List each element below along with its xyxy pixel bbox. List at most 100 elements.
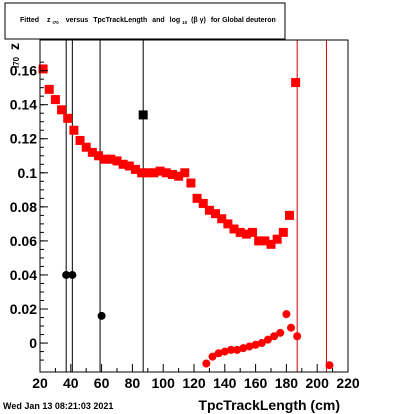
data-point <box>287 323 296 332</box>
data-point <box>276 328 285 337</box>
y-tick-label: 0.12 <box>10 131 37 147</box>
x-tick-label: 100 <box>152 375 176 391</box>
x-tick-label: 160 <box>244 375 268 391</box>
data-point <box>235 227 245 237</box>
data-point <box>149 168 159 178</box>
data-point <box>63 113 73 123</box>
x-tick-label: 200 <box>306 375 330 391</box>
data-point <box>217 214 227 224</box>
y-tick-label: 0 <box>29 335 37 351</box>
data-point <box>44 84 54 94</box>
data-point <box>94 151 104 161</box>
data-point <box>100 154 110 164</box>
data-point <box>174 171 184 181</box>
axes: 20 40 60 80 100 120 140 160 180 200 220 0 0.02 0.04 0.… <box>10 39 360 391</box>
data-point <box>97 311 106 320</box>
data-point <box>248 227 258 237</box>
data-point <box>138 110 148 120</box>
data-point <box>62 270 71 279</box>
data-point <box>38 64 48 74</box>
data-point <box>284 210 294 220</box>
data-point <box>124 161 134 171</box>
data-point <box>57 105 67 115</box>
title-box: Fitted z I70 versus TpcTrackLength and l… <box>4 2 286 40</box>
data-point <box>143 168 153 178</box>
data-point <box>239 344 248 353</box>
data-point <box>68 270 77 279</box>
data-point <box>282 310 291 319</box>
x-tick-label: 80 <box>125 375 141 391</box>
title-log-sub: 10 <box>182 20 188 25</box>
x-tick-label: 120 <box>182 375 206 391</box>
x-tick-label: 140 <box>213 375 237 391</box>
data-point <box>325 361 334 370</box>
title-log: log <box>170 17 181 24</box>
timestamp: Wed Jan 13 08:21:03 2021 <box>3 401 113 411</box>
data-point <box>245 342 254 351</box>
data-point <box>257 339 266 348</box>
x-tick-label: 20 <box>32 375 48 391</box>
data-point <box>81 142 91 152</box>
data-point <box>161 168 171 178</box>
data-point <box>106 154 116 164</box>
y-tick-label: 0.02 <box>10 301 37 317</box>
data-point <box>204 205 214 215</box>
data-point <box>272 234 282 244</box>
data-point <box>223 219 233 229</box>
data-point <box>112 156 122 166</box>
x-tick-label: 40 <box>63 375 79 391</box>
data-point <box>263 335 272 344</box>
data-point <box>180 168 190 178</box>
data-point <box>211 209 221 219</box>
title-xvar: TpcTrackLength <box>93 17 147 24</box>
data-point <box>229 224 239 234</box>
y-tick-label: 0.06 <box>10 233 37 249</box>
data-point <box>266 239 276 249</box>
y-tick-label: 0.16 <box>10 63 37 79</box>
y-axis-subscript: I70 <box>12 56 21 68</box>
data-point <box>69 125 79 135</box>
data-point <box>226 345 235 354</box>
data-point <box>75 135 85 145</box>
data-point <box>220 347 229 356</box>
y-tick-label: 0.04 <box>10 267 37 283</box>
data-point <box>270 332 279 341</box>
data-point <box>233 345 242 354</box>
title-z-sub: I70 <box>52 20 59 25</box>
data-point <box>186 178 196 188</box>
data-point <box>214 349 223 358</box>
data-point <box>118 159 128 169</box>
data-point <box>50 95 60 105</box>
data-point <box>291 78 301 88</box>
x-tick-label: 60 <box>94 375 110 391</box>
data-point <box>251 340 260 349</box>
title-z: z <box>47 17 51 24</box>
y-axis-title: z I70 <box>6 43 22 68</box>
data-point <box>260 236 270 246</box>
y-tick-label: 0.14 <box>10 97 37 113</box>
title-fitted: Fitted <box>20 17 39 24</box>
y-tick-label: 0.1 <box>18 165 38 181</box>
data-point <box>254 236 264 246</box>
title-suffix: for Global deuteron <box>211 17 276 24</box>
x-tick-label: 220 <box>336 375 360 391</box>
data-point <box>293 332 302 341</box>
x-axis-title: TpcTrackLength (cm) <box>198 397 340 413</box>
data-point <box>167 170 177 180</box>
plot-area <box>38 40 334 372</box>
y-axis-symbol: z <box>6 43 22 50</box>
x-tick-label: 180 <box>275 375 299 391</box>
data-point <box>192 193 202 203</box>
title: Fitted z I70 versus TpcTrackLength and l… <box>20 17 276 26</box>
data-point <box>137 168 147 178</box>
data-point <box>202 359 211 368</box>
plot-frame <box>39 39 349 373</box>
data-point <box>278 227 288 237</box>
title-versus: versus <box>66 17 89 24</box>
y-tick-label: 0.08 <box>10 199 37 215</box>
data-point <box>87 147 97 157</box>
data-point <box>130 164 140 174</box>
data-point <box>241 229 251 239</box>
data-point <box>198 198 208 208</box>
